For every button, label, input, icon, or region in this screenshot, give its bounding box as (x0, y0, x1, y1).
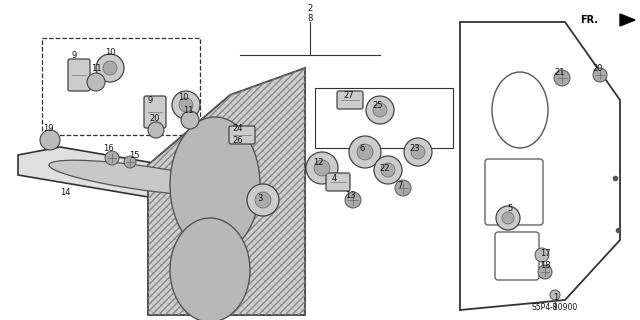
Text: 2: 2 (307, 4, 312, 12)
Ellipse shape (170, 218, 250, 320)
Circle shape (373, 103, 387, 117)
Text: FR.: FR. (580, 15, 598, 25)
Circle shape (314, 160, 330, 176)
Text: 15: 15 (129, 150, 140, 159)
Text: 13: 13 (345, 190, 355, 199)
Text: 20: 20 (593, 63, 604, 73)
Text: 11: 11 (91, 63, 101, 73)
FancyBboxPatch shape (144, 96, 166, 128)
Text: 14: 14 (60, 188, 70, 196)
Circle shape (381, 163, 395, 177)
Circle shape (550, 290, 560, 300)
Circle shape (395, 180, 411, 196)
Circle shape (349, 136, 381, 168)
Circle shape (345, 192, 361, 208)
Circle shape (148, 122, 164, 138)
Polygon shape (18, 147, 265, 210)
Circle shape (179, 98, 193, 112)
Text: 10: 10 (105, 47, 115, 57)
Circle shape (374, 156, 402, 184)
FancyBboxPatch shape (229, 126, 255, 144)
FancyBboxPatch shape (337, 91, 363, 109)
Polygon shape (620, 14, 635, 26)
Text: 6: 6 (359, 143, 365, 153)
Circle shape (306, 152, 338, 184)
Circle shape (105, 151, 119, 165)
Circle shape (538, 265, 552, 279)
Text: 19: 19 (43, 124, 53, 132)
Text: 3: 3 (257, 194, 262, 203)
Text: 16: 16 (102, 143, 113, 153)
Text: 24: 24 (233, 124, 243, 132)
Text: 9: 9 (72, 51, 77, 60)
Text: 25: 25 (372, 100, 383, 109)
Circle shape (40, 130, 60, 150)
Circle shape (404, 138, 432, 166)
Circle shape (411, 145, 425, 159)
Text: 10: 10 (178, 92, 188, 101)
Text: 9: 9 (147, 95, 152, 105)
Text: 22: 22 (380, 164, 390, 172)
Circle shape (496, 206, 520, 230)
Circle shape (181, 111, 199, 129)
Text: 1: 1 (554, 293, 559, 302)
FancyBboxPatch shape (68, 59, 90, 91)
Ellipse shape (170, 117, 260, 253)
Circle shape (535, 248, 549, 262)
Circle shape (357, 144, 373, 160)
Text: 7: 7 (397, 180, 403, 189)
Circle shape (502, 212, 514, 224)
Text: S5P4-B0900: S5P4-B0900 (532, 303, 578, 313)
Bar (315, 88, 453, 148)
Circle shape (554, 70, 570, 86)
Circle shape (87, 73, 105, 91)
Bar (42, 38, 200, 135)
Text: 11: 11 (183, 106, 193, 115)
Text: 20: 20 (150, 114, 160, 123)
Circle shape (172, 91, 200, 119)
FancyBboxPatch shape (326, 173, 350, 191)
Circle shape (593, 68, 607, 82)
Text: 27: 27 (344, 91, 355, 100)
Circle shape (103, 61, 117, 75)
Text: 17: 17 (540, 249, 550, 258)
Circle shape (124, 156, 136, 168)
Text: 26: 26 (233, 135, 243, 145)
Text: 12: 12 (313, 157, 323, 166)
Circle shape (247, 184, 279, 216)
Circle shape (96, 54, 124, 82)
Circle shape (255, 192, 271, 208)
Text: 4: 4 (332, 173, 337, 182)
Ellipse shape (49, 160, 237, 196)
Text: 18: 18 (540, 260, 550, 269)
Text: 21: 21 (555, 68, 565, 76)
Text: 8: 8 (307, 13, 313, 22)
Text: 23: 23 (410, 143, 420, 153)
Circle shape (366, 96, 394, 124)
Polygon shape (148, 68, 305, 315)
Text: 5: 5 (508, 204, 513, 212)
